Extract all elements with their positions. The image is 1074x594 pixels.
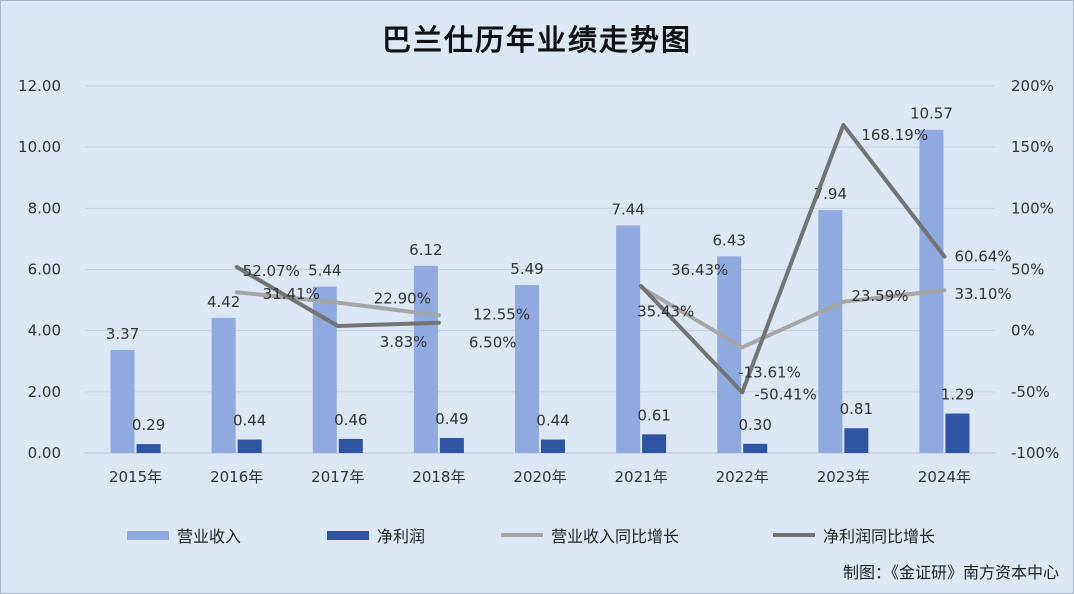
x-tick-label: 2023年 xyxy=(817,468,870,486)
bar-profit xyxy=(743,443,768,453)
line-profit-growth xyxy=(234,264,441,328)
data-label-revenue-growth: 33.10% xyxy=(954,285,1011,303)
x-tick-label: 2016年 xyxy=(210,468,263,486)
data-label-revenue-growth: 12.55% xyxy=(473,305,530,323)
bar-revenue xyxy=(413,265,438,453)
data-label-revenue-growth: 35.43% xyxy=(637,302,694,320)
bar-profit xyxy=(945,413,970,453)
bar-revenue xyxy=(211,317,236,453)
data-label-revenue-growth: 23.59% xyxy=(851,287,908,305)
data-label-profit-growth: 60.64% xyxy=(954,247,1011,265)
data-label-revenue-growth: -13.61% xyxy=(738,363,801,381)
data-label-profit-growth: 3.83% xyxy=(380,333,428,351)
y-left-tick-label: 10.00 xyxy=(18,138,61,156)
y-right-tick-label: -50% xyxy=(1011,383,1050,401)
bar-profit xyxy=(844,428,869,453)
data-label-profit: 0.81 xyxy=(840,400,873,418)
chart-legend: 营业收入 净利润 营业收入同比增长 净利润同比增长 xyxy=(1,523,1073,547)
line-profit-growth xyxy=(639,122,947,395)
x-tick-label: 2024年 xyxy=(918,468,971,486)
bar-revenue xyxy=(616,225,641,453)
data-label-profit: 0.61 xyxy=(637,406,670,424)
bar-profit xyxy=(642,434,667,453)
y-right-tick-label: 150% xyxy=(1011,138,1054,156)
bar-profit xyxy=(237,439,262,453)
data-label-revenue-growth: 22.90% xyxy=(374,290,431,308)
bar-revenue xyxy=(515,285,539,453)
data-label-revenue: 5.44 xyxy=(308,262,341,280)
legend-item-revenue: 营业收入 xyxy=(127,523,241,547)
y-right-tick-label: 0% xyxy=(1011,322,1035,340)
y-right-tick-label: 200% xyxy=(1011,77,1054,95)
data-label-profit: 0.46 xyxy=(334,411,367,429)
bar-profit xyxy=(439,438,464,453)
legend-item-profit: 净利润 xyxy=(327,523,425,547)
x-tick-label: 2017年 xyxy=(311,468,364,486)
legend-swatch-revenue xyxy=(127,530,169,540)
bar-revenue xyxy=(717,256,742,453)
data-label-revenue: 7.94 xyxy=(814,185,847,203)
data-label-revenue: 6.43 xyxy=(713,231,746,249)
y-left-tick-label: 2.00 xyxy=(28,383,61,401)
y-right-tick-label: 100% xyxy=(1011,199,1054,217)
legend-swatch-profit-growth xyxy=(773,533,815,537)
legend-label-revenue: 营业收入 xyxy=(177,527,242,546)
x-tick-label: 2021年 xyxy=(615,468,668,486)
combo-chart: 0.00 2.00 4.00 6.00 8.00 10.00 12.00 -100% -50% 0… xyxy=(18,77,1059,486)
chart-credit: 制图：《金证研》南方资本中心 xyxy=(842,563,1059,582)
line-revenue-growth xyxy=(234,290,441,318)
bar-profit xyxy=(338,438,363,453)
x-tick-label: 2022年 xyxy=(716,468,769,486)
data-label-profit-growth: 36.43% xyxy=(671,261,728,279)
data-label-profit: 1.29 xyxy=(941,386,974,404)
y-left-tick-label: 4.00 xyxy=(28,322,61,340)
legend-swatch-profit xyxy=(327,530,369,540)
legend-label-profit-growth: 净利润同比增长 xyxy=(823,527,936,546)
data-label-revenue: 3.37 xyxy=(106,325,139,343)
data-label-revenue: 6.12 xyxy=(409,241,442,259)
data-label-revenue-growth: 31.41% xyxy=(263,285,320,303)
bar-profit xyxy=(136,444,161,453)
data-label-revenue: 10.57 xyxy=(910,105,953,123)
legend-swatch-revenue-growth xyxy=(501,533,543,537)
data-label-revenue: 5.49 xyxy=(510,260,543,278)
data-label-profit-growth: 168.19% xyxy=(861,126,928,144)
y-right-tick-label: 50% xyxy=(1011,261,1044,279)
y-left-tick-label: 8.00 xyxy=(28,199,61,217)
y-left-tick-label: 12.00 xyxy=(18,77,61,95)
data-label-profit-growth: 52.07% xyxy=(243,262,300,280)
legend-label-profit: 净利润 xyxy=(377,527,426,546)
chart-title: 巴兰仕历年业绩走势图 xyxy=(381,23,692,57)
data-label-profit: 0.44 xyxy=(536,412,569,430)
legend-label-revenue-growth: 营业收入同比增长 xyxy=(551,527,680,546)
bar-profit xyxy=(541,439,565,453)
y-left-tick-label: 0.00 xyxy=(28,444,61,462)
x-tick-label: 2015年 xyxy=(109,468,162,486)
data-label-revenue: 7.44 xyxy=(611,200,644,218)
data-label-profit-growth: 6.50% xyxy=(469,334,517,352)
line-revenue-growth xyxy=(639,285,947,350)
bar-revenue xyxy=(110,349,135,453)
data-label-profit: 0.49 xyxy=(435,410,468,428)
x-tick-label: 2020年 xyxy=(513,468,566,486)
y-right-tick-label: -100% xyxy=(1011,444,1059,462)
data-label-profit: 0.29 xyxy=(132,416,165,434)
data-label-revenue: 4.42 xyxy=(207,293,240,311)
data-label-profit-growth: -50.41% xyxy=(754,385,817,403)
data-label-profit: 0.44 xyxy=(233,412,266,430)
legend-item-revenue-growth: 营业收入同比增长 xyxy=(501,523,679,547)
y-left-tick-label: 6.00 xyxy=(28,261,61,279)
legend-item-profit-growth: 净利润同比增长 xyxy=(773,523,935,547)
bar-revenue xyxy=(818,210,843,453)
x-tick-label: 2018年 xyxy=(412,468,465,486)
data-label-profit: 0.30 xyxy=(739,416,772,434)
